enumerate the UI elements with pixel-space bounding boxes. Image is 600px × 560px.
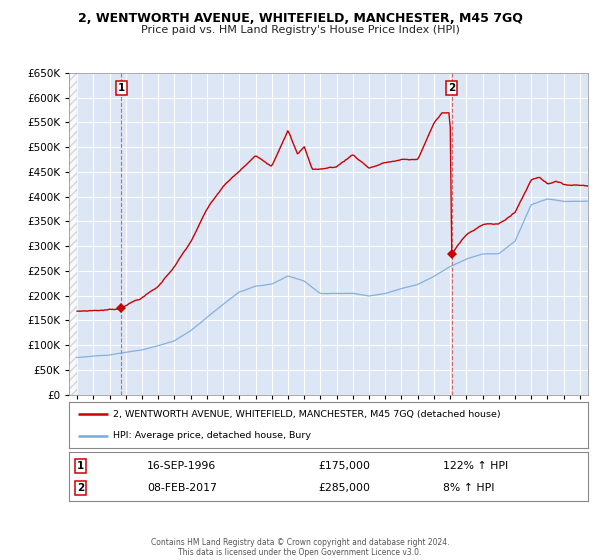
Text: 16-SEP-1996: 16-SEP-1996 <box>147 461 216 470</box>
Text: Contains HM Land Registry data © Crown copyright and database right 2024.
This d: Contains HM Land Registry data © Crown c… <box>151 538 449 557</box>
Text: 2, WENTWORTH AVENUE, WHITEFIELD, MANCHESTER, M45 7GQ (detached house): 2, WENTWORTH AVENUE, WHITEFIELD, MANCHES… <box>113 410 501 419</box>
Text: 122% ↑ HPI: 122% ↑ HPI <box>443 461 508 470</box>
Text: £175,000: £175,000 <box>318 461 370 470</box>
Text: 1: 1 <box>77 461 84 470</box>
Text: £285,000: £285,000 <box>318 483 370 493</box>
Text: 2: 2 <box>448 83 455 93</box>
Text: Price paid vs. HM Land Registry's House Price Index (HPI): Price paid vs. HM Land Registry's House … <box>140 25 460 35</box>
Text: 2, WENTWORTH AVENUE, WHITEFIELD, MANCHESTER, M45 7GQ: 2, WENTWORTH AVENUE, WHITEFIELD, MANCHES… <box>77 12 523 25</box>
Text: 8% ↑ HPI: 8% ↑ HPI <box>443 483 494 493</box>
Text: 1: 1 <box>118 83 125 93</box>
Text: HPI: Average price, detached house, Bury: HPI: Average price, detached house, Bury <box>113 431 311 440</box>
Text: 08-FEB-2017: 08-FEB-2017 <box>147 483 217 493</box>
Text: 2: 2 <box>77 483 84 493</box>
